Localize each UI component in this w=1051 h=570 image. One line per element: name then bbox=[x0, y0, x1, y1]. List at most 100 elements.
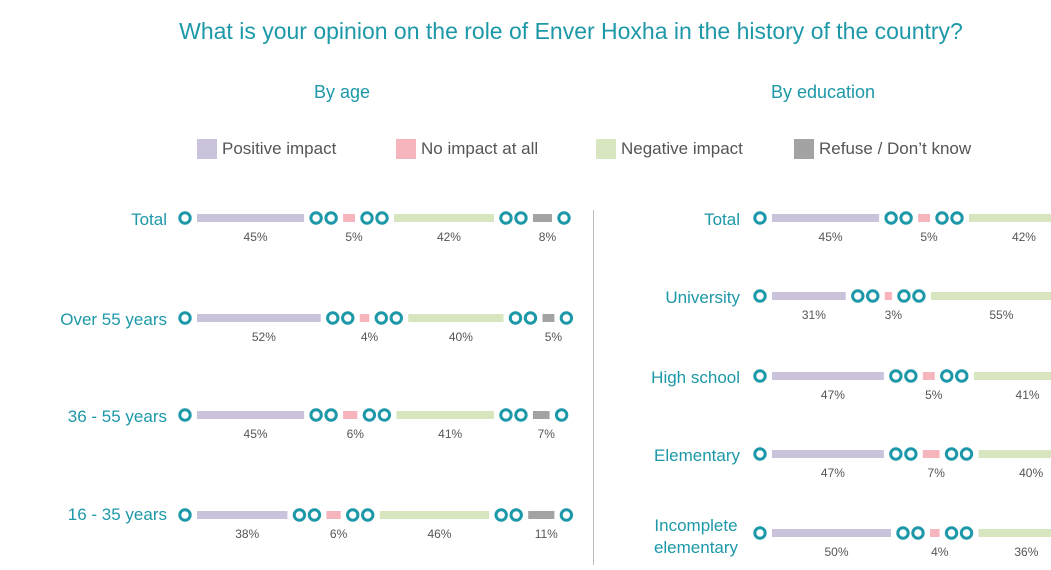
data-label-no-impact: 5% bbox=[920, 230, 938, 244]
row-label-edu-high-school: High school bbox=[651, 368, 740, 387]
boundary-marker-icon bbox=[324, 408, 338, 422]
bar-segment-negative bbox=[394, 214, 494, 222]
boundary-marker-icon bbox=[897, 289, 911, 303]
data-label-no-impact: 6% bbox=[347, 427, 365, 441]
row-label-edu-elementary: Elementary bbox=[654, 446, 740, 465]
data-label-no-impact: 6% bbox=[330, 527, 348, 541]
data-label-positive: 38% bbox=[235, 527, 259, 541]
bar-segment-negative bbox=[396, 411, 494, 419]
bar-row-age-1: 52% 4% 40% 5% bbox=[178, 311, 574, 344]
row-label-age-total: Total bbox=[131, 210, 167, 229]
boundary-marker-icon bbox=[178, 508, 192, 522]
bar-segment-negative bbox=[969, 214, 1051, 222]
boundary-marker-icon bbox=[178, 311, 192, 325]
boundary-marker-icon bbox=[375, 211, 389, 225]
legend-swatch-positive bbox=[197, 139, 217, 159]
boundary-marker-icon bbox=[374, 311, 388, 325]
data-label-negative: 41% bbox=[1016, 388, 1040, 402]
boundary-marker-icon bbox=[361, 508, 375, 522]
row-label-edu-incomplete-elementary: Incomplete elementary bbox=[653, 516, 739, 557]
data-label-no-impact: 3% bbox=[885, 308, 903, 322]
data-label-negative: 55% bbox=[989, 308, 1013, 322]
data-label-positive: 45% bbox=[819, 230, 843, 244]
bar-segment-negative bbox=[379, 511, 490, 519]
boundary-marker-icon bbox=[884, 211, 898, 225]
data-label-positive: 45% bbox=[244, 427, 268, 441]
bar-segment-no-impact bbox=[930, 529, 940, 537]
bar-row-edu-3: 47%7%40%7% bbox=[753, 447, 1051, 480]
bar-row-edu-4: 50%4%36%10% bbox=[753, 526, 1051, 559]
boundary-marker-icon bbox=[904, 447, 918, 461]
row-label-age-36-55: 36 - 55 years bbox=[67, 407, 167, 426]
data-label-positive: 47% bbox=[821, 466, 845, 480]
data-label-no-impact: 4% bbox=[361, 330, 379, 344]
bar-row-edu-2: 47%5%41%7% bbox=[753, 369, 1051, 402]
legend-swatch-refuse bbox=[794, 139, 814, 159]
data-label-refuse: 7% bbox=[538, 427, 556, 441]
boundary-marker-icon bbox=[554, 408, 569, 422]
panel-divider bbox=[593, 210, 594, 565]
boundary-marker-icon bbox=[326, 311, 340, 325]
boundary-marker-icon bbox=[950, 211, 964, 225]
bar-segment-negative bbox=[978, 450, 1051, 458]
bar-segment-negative bbox=[408, 314, 504, 322]
bar-segment-no-impact bbox=[343, 411, 358, 419]
boundary-marker-icon bbox=[866, 289, 880, 303]
boundary-marker-icon bbox=[377, 408, 392, 422]
boundary-marker-icon bbox=[178, 408, 192, 422]
boundary-marker-icon bbox=[904, 369, 918, 383]
boundary-marker-icon bbox=[753, 447, 767, 461]
boundary-marker-icon bbox=[753, 211, 767, 225]
boundary-marker-icon bbox=[523, 311, 538, 325]
boundary-marker-icon bbox=[899, 211, 913, 225]
row-label-edu-total: Total bbox=[704, 210, 740, 229]
boundary-marker-icon bbox=[341, 311, 355, 325]
chart-title: What is your opinion on the role of Enve… bbox=[179, 18, 963, 44]
row-label-edu-university: University bbox=[665, 288, 740, 307]
bar-segment-positive bbox=[772, 292, 846, 300]
boundary-marker-icon bbox=[324, 211, 338, 225]
boundary-marker-icon bbox=[559, 311, 574, 325]
boundary-marker-icon bbox=[389, 311, 403, 325]
bar-segment-positive bbox=[772, 372, 884, 380]
legend-label-no-impact: No impact at all bbox=[421, 139, 539, 158]
data-label-positive: 47% bbox=[821, 388, 845, 402]
bar-segment-positive bbox=[772, 214, 880, 222]
boundary-marker-icon bbox=[292, 508, 307, 522]
bar-segment-negative bbox=[973, 372, 1051, 380]
data-label-no-impact: 7% bbox=[928, 466, 946, 480]
boundary-marker-icon bbox=[753, 369, 767, 383]
bar-segment-positive bbox=[772, 450, 884, 458]
boundary-marker-icon bbox=[896, 526, 910, 540]
bar-segment-refuse bbox=[542, 314, 555, 322]
bar-segment-no-impact bbox=[326, 511, 341, 519]
bar-segment-no-impact bbox=[359, 314, 370, 322]
legend-swatch-negative bbox=[596, 139, 616, 159]
boundary-marker-icon bbox=[509, 508, 523, 522]
legend-item-negative: Negative impact bbox=[596, 138, 743, 160]
bar-segment-positive bbox=[197, 511, 288, 519]
data-label-negative: 46% bbox=[427, 527, 451, 541]
legend-label-refuse: Refuse / Don’t know bbox=[819, 139, 972, 158]
data-label-positive: 45% bbox=[244, 230, 268, 244]
legend-item-no-impact: No impact at all bbox=[396, 138, 538, 160]
data-label-negative: 36% bbox=[1014, 545, 1038, 559]
bar-row-age-0: 45% 5% 42% 8% bbox=[178, 211, 571, 244]
boundary-marker-icon bbox=[557, 211, 571, 225]
boundary-marker-icon bbox=[944, 526, 959, 540]
boundary-marker-icon bbox=[912, 289, 926, 303]
boundary-marker-icon bbox=[889, 447, 903, 461]
bar-segment-negative bbox=[978, 529, 1051, 537]
boundary-marker-icon bbox=[911, 526, 925, 540]
data-label-negative: 41% bbox=[438, 427, 462, 441]
boundary-marker-icon bbox=[309, 408, 323, 422]
data-label-negative: 42% bbox=[437, 230, 461, 244]
data-label-negative: 40% bbox=[1019, 466, 1043, 480]
bar-row-age-2: 45% 6% 41% 7% bbox=[178, 408, 569, 441]
boundary-marker-icon bbox=[944, 447, 959, 461]
boundary-marker-icon bbox=[514, 408, 528, 422]
boundary-marker-icon bbox=[940, 369, 954, 383]
boundary-marker-icon bbox=[508, 311, 523, 325]
data-label-no-impact: 5% bbox=[925, 388, 943, 402]
